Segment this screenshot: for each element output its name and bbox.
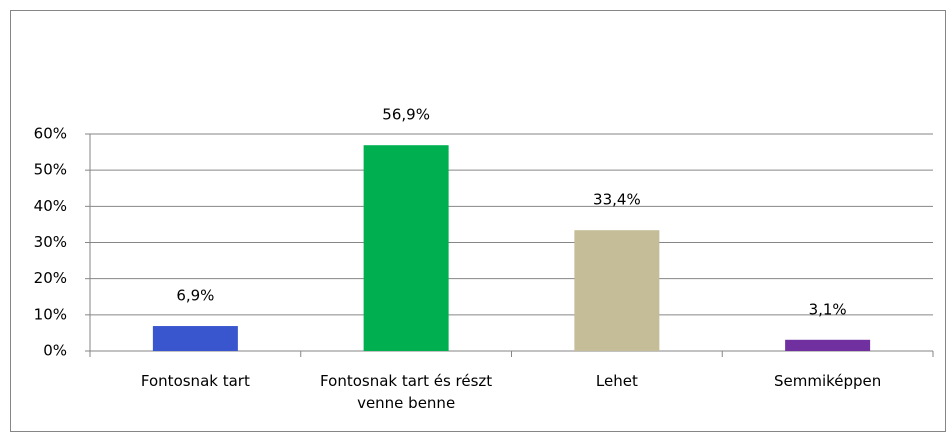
x-tick-label: Fontosnak tart bbox=[140, 372, 250, 390]
x-tick-label-box: Fontosnak tart bbox=[140, 372, 250, 390]
x-tick-label: Lehet bbox=[595, 372, 638, 390]
x-tick-label: Semmiképpen bbox=[773, 372, 882, 390]
y-tick-label: 20% bbox=[34, 269, 67, 287]
x-tick-label-box: Fontosnak tart és részt venne benne bbox=[320, 372, 493, 412]
bar bbox=[363, 145, 449, 351]
data-label: 6,9% bbox=[176, 287, 214, 305]
y-tick-label: 0% bbox=[43, 342, 67, 360]
y-tick-label: 30% bbox=[34, 233, 67, 251]
bar bbox=[785, 339, 871, 351]
chart-frame bbox=[10, 10, 946, 432]
data-label: 33,4% bbox=[593, 191, 641, 209]
y-tick-label: 10% bbox=[34, 305, 67, 323]
y-tick-label: 50% bbox=[34, 161, 67, 179]
data-label: 3,1% bbox=[809, 300, 847, 318]
x-tick-label: Fontosnak tart és részt venne benne bbox=[320, 372, 493, 412]
x-tick-label-box: Lehet bbox=[595, 372, 638, 390]
y-tick-label: 60% bbox=[34, 125, 67, 143]
y-tick-label: 40% bbox=[34, 197, 67, 215]
data-label: 56,9% bbox=[382, 106, 430, 124]
bar bbox=[574, 230, 660, 351]
bar bbox=[152, 326, 238, 351]
x-tick-label-box: Semmiképpen bbox=[773, 372, 882, 390]
